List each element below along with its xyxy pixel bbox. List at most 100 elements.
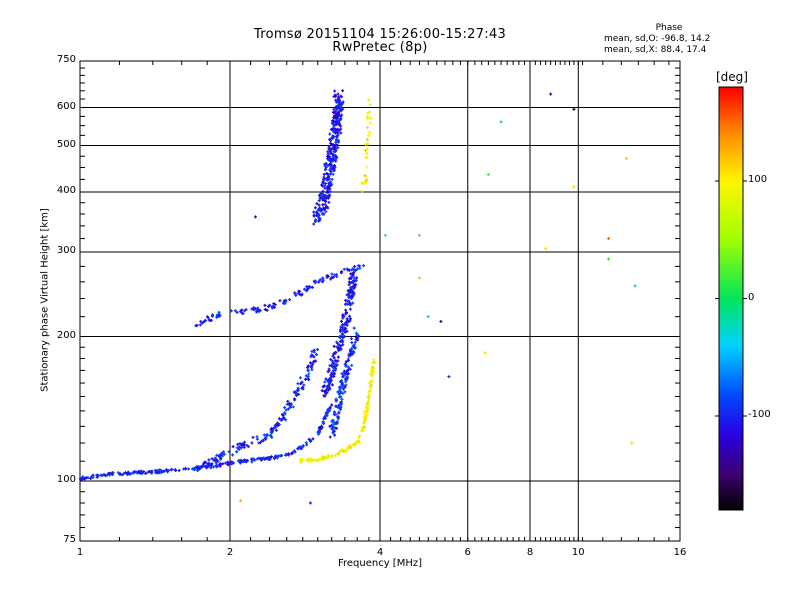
- data-point: [330, 272, 334, 276]
- data-point: [360, 181, 364, 185]
- data-point: [255, 457, 259, 461]
- data-point: [334, 404, 338, 408]
- data-point: [366, 111, 370, 115]
- data-point: [306, 377, 310, 381]
- data-point: [350, 352, 354, 356]
- data-point: [335, 363, 339, 367]
- data-point: [258, 309, 262, 313]
- data-point: [335, 99, 339, 103]
- data-point: [317, 203, 321, 207]
- data-point: [332, 147, 336, 151]
- data-point: [344, 321, 348, 325]
- data-point: [338, 395, 342, 399]
- data-point: [607, 237, 611, 241]
- data-point: [317, 280, 321, 284]
- data-point: [317, 216, 321, 220]
- data-point: [306, 287, 310, 291]
- data-point: [300, 380, 304, 384]
- data-point: [214, 464, 218, 468]
- data-point: [108, 473, 112, 477]
- data-point: [279, 454, 283, 458]
- data-point: [314, 353, 318, 357]
- y-tick-label: 300: [56, 245, 76, 256]
- data-point: [328, 381, 332, 385]
- data-point: [207, 458, 211, 462]
- data-point: [246, 445, 250, 449]
- data-point: [345, 449, 349, 453]
- x-tick-label: 4: [376, 547, 384, 558]
- data-point: [369, 116, 373, 120]
- data-point: [337, 95, 341, 99]
- data-point: [334, 157, 338, 161]
- data-point: [332, 356, 336, 360]
- data-point: [245, 443, 249, 447]
- data-point: [366, 142, 370, 146]
- data-point: [365, 126, 369, 130]
- data-point: [368, 381, 372, 385]
- data-point: [321, 181, 325, 185]
- data-point: [343, 329, 347, 333]
- data-point: [312, 355, 316, 359]
- data-point: [103, 473, 107, 477]
- data-point: [330, 276, 334, 280]
- data-point: [317, 213, 321, 217]
- data-point: [346, 289, 350, 293]
- data-point: [298, 445, 302, 449]
- data-point: [326, 196, 330, 200]
- data-point: [332, 119, 336, 123]
- data-point: [139, 469, 143, 473]
- data-point: [349, 317, 353, 321]
- data-point: [318, 196, 322, 200]
- y-axis-label: Stationary phase Virtual Height [km]: [39, 208, 51, 392]
- data-point: [354, 346, 358, 350]
- data-point: [331, 172, 335, 176]
- data-point: [335, 135, 339, 139]
- data-point: [324, 206, 328, 210]
- data-point: [332, 429, 336, 433]
- data-point: [326, 187, 330, 191]
- data-point: [337, 139, 341, 143]
- data-point: [184, 467, 188, 471]
- data-point: [338, 98, 342, 102]
- data-point: [321, 212, 325, 216]
- data-point: [351, 290, 355, 294]
- data-point: [351, 272, 355, 276]
- data-point: [309, 439, 313, 443]
- data-point: [324, 377, 328, 381]
- data-point: [241, 312, 245, 316]
- data-point: [417, 276, 421, 280]
- data-point: [329, 373, 333, 377]
- data-point: [321, 198, 325, 202]
- data-point: [417, 233, 421, 237]
- data-point: [219, 453, 223, 457]
- data-point: [218, 456, 222, 460]
- data-point: [332, 413, 336, 417]
- data-point: [283, 301, 287, 305]
- data-point: [116, 471, 120, 475]
- colorbar-tick-label: 0: [748, 291, 755, 303]
- data-point: [207, 461, 211, 465]
- data-point: [330, 383, 334, 387]
- data-point: [309, 364, 313, 368]
- data-point: [336, 405, 340, 409]
- data-point: [329, 172, 333, 176]
- data-point: [334, 351, 338, 355]
- data-point: [332, 167, 336, 171]
- data-point: [118, 472, 122, 476]
- data-point: [315, 459, 319, 463]
- data-point: [91, 475, 95, 479]
- data-point: [250, 460, 254, 464]
- data-point: [323, 162, 327, 166]
- data-point: [362, 417, 366, 421]
- data-point: [293, 292, 297, 296]
- data-point: [333, 454, 337, 458]
- data-point: [329, 141, 333, 145]
- data-point: [265, 308, 269, 312]
- data-point: [283, 405, 287, 409]
- data-point: [312, 350, 316, 354]
- data-point: [342, 369, 346, 373]
- data-point: [325, 172, 329, 176]
- data-point: [339, 271, 343, 275]
- data-point: [369, 383, 373, 387]
- chart-title: Tromsø 20151104 15:26:00-15:27:43: [253, 27, 507, 42]
